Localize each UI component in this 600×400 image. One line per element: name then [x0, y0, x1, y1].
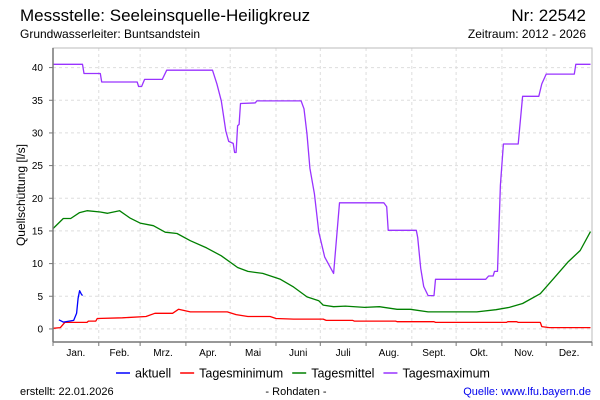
- period-label: Zeitraum: 2012 - 2026: [468, 27, 586, 41]
- x-tick-label-8: Sept.: [422, 348, 445, 359]
- x-tick-label-9: Okt.: [470, 348, 488, 359]
- x-tick-label-2: Mrz.: [153, 348, 172, 359]
- x-tick-label-6: Juli: [336, 348, 351, 359]
- x-tick-label-1: Feb.: [109, 348, 129, 359]
- legend-label-aktuell: aktuell: [135, 367, 171, 381]
- aquifer-label: Grundwasserleiter: Buntsandstein: [20, 27, 200, 41]
- chart-title: Messstelle: Seeleinsquelle-Heiligkreuz: [20, 6, 310, 25]
- series-line-aktuell: [58, 290, 84, 323]
- created-date: erstellt: 22.01.2026: [20, 386, 114, 398]
- series-line-tagesmaximum: [53, 63, 591, 297]
- y-tick-label: 20: [32, 194, 44, 205]
- y-tick-label: 5: [37, 292, 43, 303]
- series-group: [52, 63, 592, 329]
- axis-labels: 0 5 10 15 20 25 30 35 40 Jan. Feb. Mrz. Apr. Mai Juni J…: [32, 63, 593, 359]
- y-tick-label: 25: [32, 161, 44, 172]
- station-number: Nr: 22542: [511, 6, 586, 25]
- series-line-tagesminimum: [52, 308, 591, 329]
- legend-label-tagesminimum: Tagesminimum: [199, 367, 283, 381]
- y-tick-label: 10: [32, 259, 44, 270]
- x-tick-label-5: Juni: [289, 348, 307, 359]
- rawdata-note: - Rohdaten -: [265, 386, 326, 398]
- x-tick-label-7: Aug.: [379, 348, 400, 359]
- grid: [53, 48, 592, 342]
- y-tick-label: 15: [32, 226, 44, 237]
- legend-label-tagesmittel: Tagesmittel: [311, 367, 374, 381]
- legend: aktuell Tagesminimum Tagesmittel Tagesmaxim…: [116, 367, 490, 381]
- y-tick-label: 40: [32, 63, 44, 74]
- series-line-tagesmittel: [52, 210, 592, 313]
- x-tick-label-4: Mai: [245, 348, 261, 359]
- legend-label-tagesmaximum: Tagesmaximum: [402, 367, 490, 381]
- x-tick-label-10: Nov.: [514, 348, 534, 359]
- y-axis-label: Quellschüttung [l/s]: [14, 144, 28, 246]
- y-tick-label: 30: [32, 128, 44, 139]
- y-tick-label: 0: [37, 324, 43, 335]
- plot-frame: [52, 47, 593, 343]
- x-tick-label-3: Apr.: [199, 348, 217, 359]
- x-tick-label-11: Dez.: [559, 348, 580, 359]
- y-tick-label: 35: [32, 96, 44, 107]
- source-link[interactable]: Quelle: www.lfu.bayern.de: [463, 386, 591, 398]
- x-tick-label-0: Jan.: [66, 348, 85, 359]
